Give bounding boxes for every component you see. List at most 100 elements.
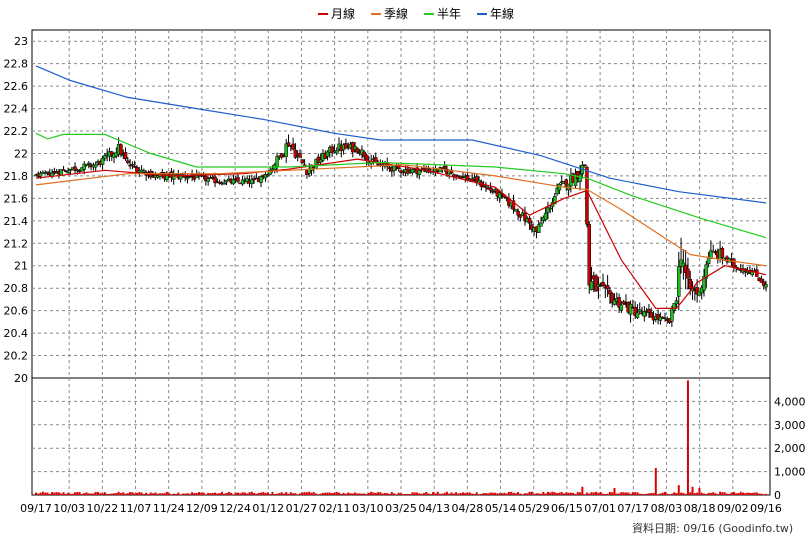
volume-bar (468, 492, 471, 495)
volume-bar (560, 491, 563, 495)
volume-bar (595, 491, 598, 495)
volume-bar (338, 492, 341, 495)
volume-bar (122, 492, 125, 495)
volume-bar (677, 485, 680, 495)
candle-body (231, 179, 236, 185)
candle-body (750, 270, 754, 275)
candle-body (75, 169, 80, 172)
volume-bar (459, 492, 462, 495)
candle-body (608, 290, 612, 295)
volume-bar (204, 494, 207, 495)
volume-bar (498, 493, 501, 495)
candle-body (704, 264, 709, 279)
volume-bar (443, 492, 446, 495)
candle-body (178, 174, 183, 180)
volume-bar (379, 492, 382, 495)
volume-bar (296, 494, 299, 495)
volume-bar (411, 492, 414, 495)
volume-bar (480, 493, 483, 495)
volume-bar (514, 493, 517, 495)
candle-body (84, 164, 89, 166)
candle-body (633, 307, 637, 316)
volume-bar (659, 493, 662, 495)
candle-body (587, 224, 591, 286)
volume-bar (74, 492, 77, 495)
volume-bar (271, 491, 274, 495)
candle-body (610, 293, 614, 304)
volume-bar (583, 494, 586, 495)
candle-body (353, 146, 357, 151)
volume-bar (119, 493, 122, 495)
volume-bar (41, 491, 44, 495)
volume-bar (730, 492, 733, 495)
footer-label: 資料日期: 09/16 (Goodinfo.tw) (632, 522, 794, 535)
volume-bar (96, 492, 99, 495)
volume-bar (214, 492, 217, 495)
legend-label: 月線 (331, 6, 355, 21)
ma-line (35, 158, 767, 309)
candle-body (720, 248, 725, 258)
candle-body (268, 170, 272, 175)
volume-bar (590, 492, 593, 495)
candle-body (491, 190, 495, 193)
candle-body (617, 297, 621, 308)
volume-bar (87, 493, 90, 495)
volume-bar (383, 493, 386, 495)
price-tick-label: 21.6 (4, 192, 29, 205)
volume-bar (165, 491, 168, 495)
volume-bar (666, 493, 669, 495)
volume-bar (473, 493, 476, 495)
candle-body (578, 173, 582, 183)
candle-body (530, 224, 534, 230)
volume-bar (266, 492, 269, 495)
candle-body (52, 171, 57, 173)
candle-body (677, 266, 681, 297)
price-tick-label: 20.8 (4, 282, 29, 295)
volume-bar (163, 493, 166, 495)
volume-bar (569, 492, 572, 495)
volume-bar (448, 493, 451, 495)
x-tick-label: 10/22 (87, 502, 119, 515)
candle-body (224, 180, 229, 183)
volume-bar (622, 492, 625, 495)
candle-body (38, 172, 43, 177)
x-tick-label: 11/07 (120, 502, 152, 515)
volume-bar (723, 492, 726, 495)
candle-body (259, 176, 263, 184)
volume-bar (51, 492, 54, 495)
volume-bar (390, 492, 393, 495)
candle-body (539, 222, 543, 227)
volume-bar (193, 493, 196, 495)
volume-bar (562, 493, 565, 495)
volume-bar (234, 492, 237, 495)
volume-bar (657, 494, 660, 495)
candle-body (761, 281, 766, 286)
volume-bar (528, 491, 531, 495)
volume-bar (510, 491, 513, 495)
x-tick-label: 02/11 (319, 502, 351, 515)
volume-bar (475, 492, 478, 495)
x-tick-label: 05/14 (485, 502, 517, 515)
volume-bar (358, 493, 361, 495)
volume-bar (406, 493, 409, 495)
volume-bar (285, 492, 288, 495)
x-tick-label: 11/24 (153, 502, 185, 515)
candle-body (293, 149, 298, 158)
volume-bar (331, 493, 334, 495)
candle-body (171, 174, 176, 180)
volume-bar (420, 493, 423, 495)
volume-bar (175, 493, 178, 495)
candle-body (130, 164, 135, 166)
volume-bar (246, 493, 249, 495)
candle-body (465, 174, 470, 181)
volume-bar (349, 493, 352, 495)
volume-bar (661, 492, 664, 495)
candle-body (43, 172, 47, 174)
x-tick-label: 01/27 (286, 502, 318, 515)
price-tick-label: 20.4 (4, 327, 29, 340)
volume-tick-label: 0 (774, 489, 781, 502)
candle-body (103, 155, 107, 159)
volume-bar (721, 492, 724, 495)
candle-body (245, 178, 249, 182)
